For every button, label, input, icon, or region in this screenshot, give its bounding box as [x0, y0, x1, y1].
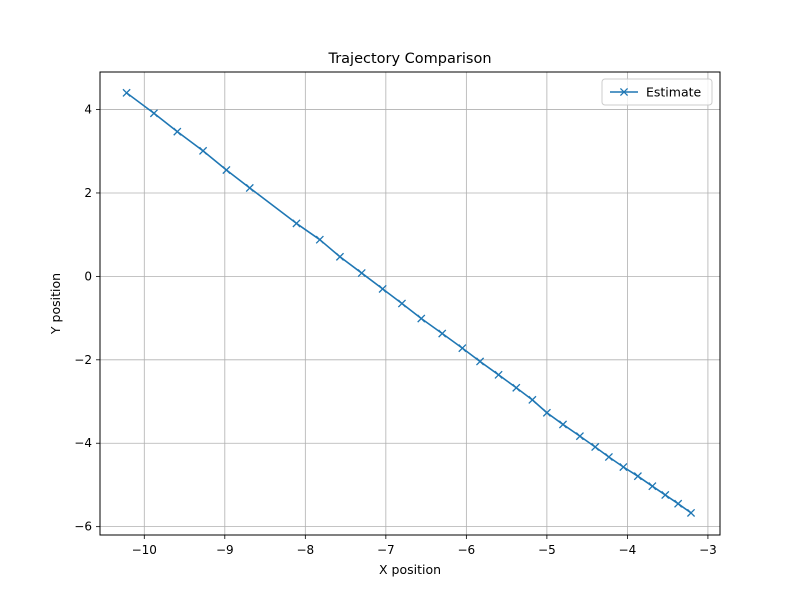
- data-point-marker: [558, 420, 568, 429]
- data-point-marker: [686, 508, 696, 517]
- data-point-marker: [245, 183, 254, 193]
- legend: Estimate: [601, 78, 713, 106]
- plot-series: [122, 88, 696, 517]
- legend-entry-estimate: Estimate: [646, 85, 702, 100]
- data-point-marker: [378, 284, 387, 293]
- x-tick-label: −5: [538, 543, 556, 557]
- data-point-marker: [222, 165, 231, 175]
- data-point-marker: [292, 219, 301, 228]
- data-point-marker: [122, 88, 131, 97]
- y-tick-label: 4: [84, 103, 92, 117]
- data-point-marker: [674, 499, 683, 508]
- x-tick-label: −4: [619, 543, 637, 557]
- data-point-marker: [397, 299, 407, 308]
- data-point-marker: [661, 490, 670, 500]
- data-point-marker: [315, 235, 324, 244]
- data-point-marker: [542, 408, 551, 417]
- y-tick-label: 2: [84, 186, 92, 200]
- legend-marker-x: [619, 87, 629, 97]
- data-point-marker: [458, 344, 467, 353]
- data-point-marker: [149, 109, 159, 118]
- data-point-marker: [575, 432, 584, 441]
- data-point-marker: [335, 252, 345, 261]
- data-point-marker: [604, 452, 613, 462]
- data-point-marker: [199, 146, 208, 155]
- data-point-marker: [494, 370, 503, 379]
- x-tick-label: −9: [216, 543, 234, 557]
- data-point-marker: [475, 357, 485, 366]
- x-tick-label: −6: [458, 543, 476, 557]
- y-tick-label: −2: [74, 353, 92, 367]
- y-tick-label: −4: [74, 436, 92, 450]
- y-tick-label: −6: [74, 520, 92, 534]
- x-tick-label: −8: [296, 543, 314, 557]
- data-point-marker: [512, 383, 521, 392]
- y-tick-label: 0: [84, 269, 92, 283]
- data-point-marker: [648, 482, 657, 491]
- x-tick-label: −10: [132, 543, 157, 557]
- legend-box: [601, 78, 713, 106]
- x-tick-label: −7: [377, 543, 395, 557]
- data-point-marker: [438, 329, 447, 338]
- ticks: −10 −9 −8 −7 −6 −5 −4 −3 −6 −4 −2 0 2 4: [74, 103, 716, 557]
- data-point-marker: [417, 314, 426, 323]
- data-point-marker: [633, 472, 642, 481]
- x-axis-label: X position: [379, 562, 441, 577]
- x-tick-label: −3: [699, 543, 717, 557]
- y-axis-label: Y position: [48, 273, 63, 335]
- chart-title: Trajectory Comparison: [327, 51, 491, 67]
- data-point-marker: [528, 395, 537, 404]
- data-point-marker: [591, 442, 600, 452]
- data-point-marker: [619, 462, 628, 472]
- data-point-marker: [173, 127, 182, 136]
- plot-frame: [99, 71, 721, 536]
- data-point-marker: [357, 268, 366, 278]
- grid: [100, 72, 720, 535]
